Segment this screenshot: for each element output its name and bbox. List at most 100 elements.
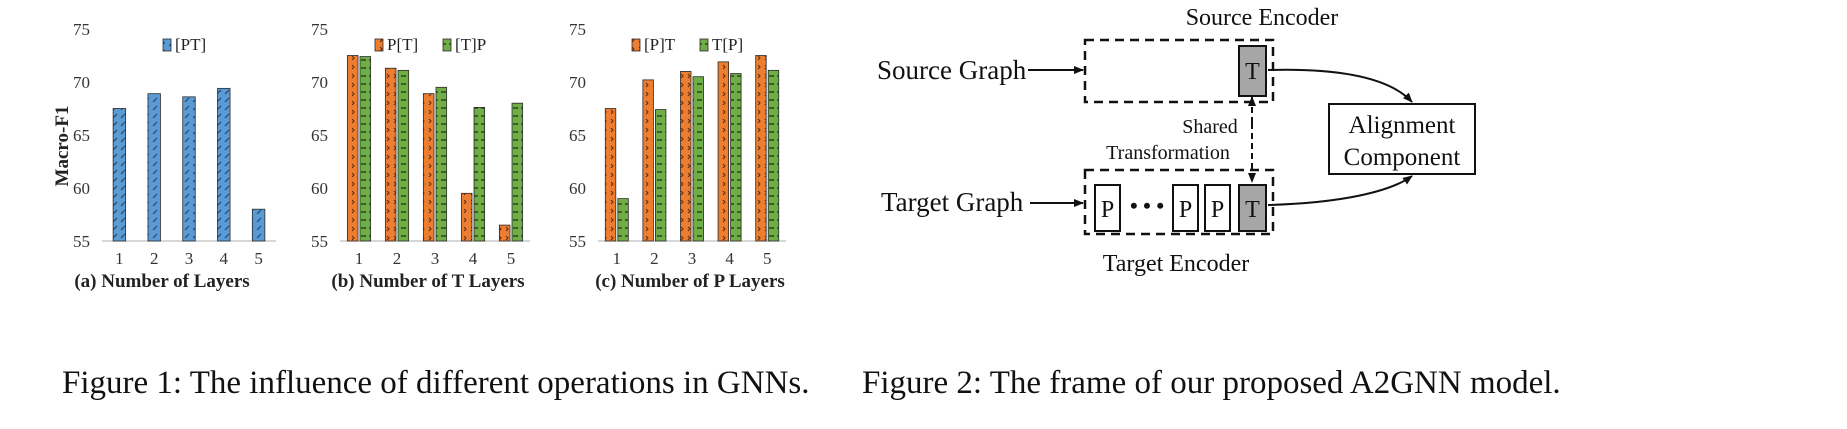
bar-PT-3 xyxy=(680,71,692,242)
legend-swatch xyxy=(699,38,709,52)
x-tick-label: 1 xyxy=(115,249,124,268)
source-encoder-label: Source Encoder xyxy=(1186,5,1339,31)
bar-PT-2 xyxy=(384,67,397,242)
bar-PT-3 xyxy=(422,93,435,242)
legend-label: [T]P xyxy=(455,35,486,54)
target-to-alignment-arrow xyxy=(1267,175,1413,206)
target-graph-label: Target Graph xyxy=(881,187,1024,217)
bar-PT-4 xyxy=(217,87,231,242)
bar-PT-4 xyxy=(460,192,473,242)
bar-TP-1 xyxy=(359,56,372,242)
y-tick-label: 60 xyxy=(73,179,90,198)
y-tick-label: 75 xyxy=(311,20,328,39)
x-tick-label: 2 xyxy=(393,249,402,268)
bar-PT-1 xyxy=(346,55,359,242)
x-tick-label: 4 xyxy=(725,249,734,268)
x-tick-label: 1 xyxy=(613,249,622,268)
bar-PT-5 xyxy=(755,55,767,242)
source-graph-label: Source Graph xyxy=(877,55,1027,85)
legend-label: [PT] xyxy=(175,35,206,54)
x-tick-label: 5 xyxy=(763,249,772,268)
bar-PT-1 xyxy=(604,108,617,242)
target-t-label: T xyxy=(1245,197,1260,223)
target-t-box xyxy=(1238,184,1267,232)
bar-TP-3 xyxy=(435,86,448,242)
x-tick-label: 4 xyxy=(469,249,478,268)
legend-swatch xyxy=(374,38,384,52)
y-axis-label: Macro-F1 xyxy=(52,106,73,187)
chart-subtitle: (b) Number of T Layers xyxy=(331,271,524,292)
bar-TP-5 xyxy=(511,102,524,242)
bar-TP-2 xyxy=(655,109,667,242)
source-encoder-box xyxy=(1083,38,1275,104)
target-encoder-box xyxy=(1083,168,1275,236)
x-tick-label: 1 xyxy=(355,249,364,268)
bar-PT-1 xyxy=(112,108,127,242)
source-to-alignment-arrow xyxy=(1267,68,1413,103)
x-tick-label: 4 xyxy=(220,249,229,268)
y-tick-label: 65 xyxy=(569,126,586,145)
x-tick-label: 3 xyxy=(431,249,440,268)
shared-label-line1: Shared xyxy=(1182,116,1238,138)
source-t-box xyxy=(1238,45,1267,97)
alignment-component-box xyxy=(1328,103,1476,175)
figure2-caption: Figure 2: The frame of our proposed A2GN… xyxy=(862,365,1561,401)
y-tick-label: 75 xyxy=(73,20,90,39)
bar-PT-2 xyxy=(642,79,654,242)
chart-subtitle: (a) Number of Layers xyxy=(74,271,249,292)
y-tick-label: 65 xyxy=(73,126,90,145)
bar-TP-5 xyxy=(767,69,780,242)
shared-label-line2: Transformation xyxy=(1106,142,1230,164)
alignment-label-line1: Alignment xyxy=(1349,112,1456,139)
legend-swatch xyxy=(442,38,452,52)
legend-swatch xyxy=(162,38,172,52)
legend-swatch xyxy=(631,38,641,52)
chart-b: 55 60 65 70 75 1 2 3 4 5 P[T] [T]P (b) Number of T L… xyxy=(311,20,530,292)
bar-PT-4 xyxy=(717,61,730,242)
alignment-label-line2: Component xyxy=(1344,144,1461,171)
y-tick-label: 70 xyxy=(311,73,328,92)
target-p-box-2 xyxy=(1172,184,1199,232)
x-tick-label: 3 xyxy=(185,249,194,268)
bar-TP-1 xyxy=(617,198,629,242)
bar-TP-3 xyxy=(692,76,704,242)
bar-PT-2 xyxy=(147,93,161,242)
y-tick-label: 55 xyxy=(569,232,586,251)
legend-label: T[P] xyxy=(712,35,743,54)
bar-PT-3 xyxy=(182,96,196,242)
legend-label: [P]T xyxy=(644,35,676,54)
x-tick-label: 5 xyxy=(254,249,263,268)
target-p-label-1: P xyxy=(1101,197,1114,223)
figure2-diagram: Source Encoder T Source Graph Alignment … xyxy=(877,5,1476,277)
y-tick-label: 70 xyxy=(73,73,90,92)
chart-subtitle: (c) Number of P Layers xyxy=(595,271,785,292)
bar-TP-4 xyxy=(730,73,742,242)
x-tick-label: 2 xyxy=(650,249,659,268)
bar-TP-4 xyxy=(473,107,486,242)
y-tick-label: 70 xyxy=(569,73,586,92)
bar-PT-5 xyxy=(251,208,266,242)
bar-TP-2 xyxy=(397,69,410,242)
target-p-box-3 xyxy=(1204,184,1231,232)
target-p-box-1 xyxy=(1094,184,1121,232)
target-p-label-3: P xyxy=(1211,197,1224,223)
bar-PT-5 xyxy=(498,224,511,242)
target-p-label-2: P xyxy=(1179,197,1192,223)
y-tick-label: 65 xyxy=(311,126,328,145)
chart-c: 55 60 65 70 75 1 2 3 4 5 [P]T T[P] (c) Number of P L… xyxy=(569,20,786,292)
x-tick-label: 2 xyxy=(150,249,159,268)
source-t-label: T xyxy=(1245,59,1260,85)
y-tick-label: 60 xyxy=(311,179,328,198)
figure1-caption: Figure 1: The influence of different ope… xyxy=(62,365,810,401)
target-encoder-label: Target Encoder xyxy=(1103,251,1249,277)
chart-a: 55 60 65 70 75 1 2 3 4 5 [PT] (a) Number of Layers xyxy=(73,20,276,292)
legend-label: P[T] xyxy=(387,35,418,54)
target-ellipsis: • • • xyxy=(1130,193,1164,218)
x-tick-label: 3 xyxy=(688,249,697,268)
x-tick-label: 5 xyxy=(507,249,516,268)
y-tick-label: 60 xyxy=(569,179,586,198)
y-tick-label: 55 xyxy=(311,232,328,251)
y-tick-label: 75 xyxy=(569,20,586,39)
y-tick-label: 55 xyxy=(73,232,90,251)
